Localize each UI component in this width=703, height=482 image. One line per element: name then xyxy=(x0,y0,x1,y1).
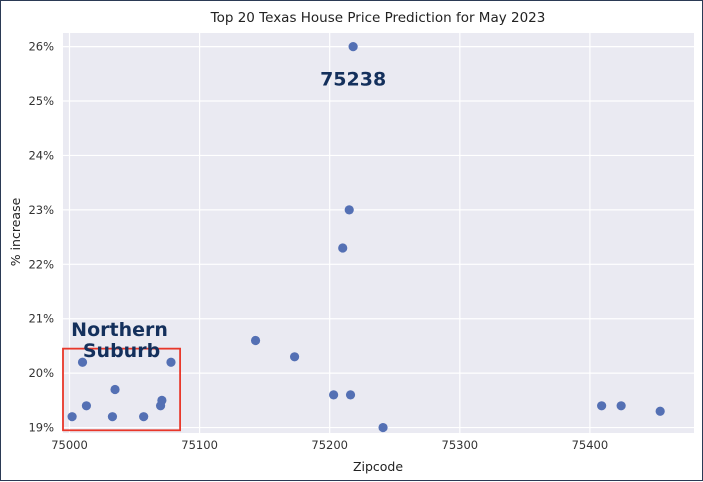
data-point xyxy=(344,205,354,215)
annotation-suburb: Suburb xyxy=(83,340,160,362)
x-tick-label: 75300 xyxy=(442,438,479,452)
x-tick-label: 75400 xyxy=(572,438,609,452)
data-point xyxy=(81,401,92,411)
data-point xyxy=(597,401,607,411)
data-points xyxy=(67,42,665,433)
annotation-75238: 75238 xyxy=(320,68,386,90)
data-point xyxy=(166,357,176,367)
x-tick-label: 75000 xyxy=(51,438,88,452)
data-point xyxy=(655,406,665,416)
plot-area xyxy=(63,33,694,433)
y-tick-label: 24% xyxy=(28,148,54,162)
y-axis-label: % increase xyxy=(8,197,23,266)
data-point xyxy=(77,357,88,367)
y-tick-label: 20% xyxy=(28,366,54,380)
northern-suburb-highlight-box xyxy=(62,347,181,432)
data-point xyxy=(345,390,356,400)
data-point xyxy=(107,412,118,422)
x-axis-label: Zipcode xyxy=(353,459,403,474)
grid-lines xyxy=(63,33,694,433)
data-point xyxy=(329,390,339,400)
annotation-northern: Northern xyxy=(71,319,168,341)
chart-title: Top 20 Texas House Price Prediction for … xyxy=(210,10,546,26)
data-point xyxy=(250,335,261,346)
x-tick-label: 75200 xyxy=(311,438,348,452)
x-tick-label: 75100 xyxy=(181,438,218,452)
data-point xyxy=(338,243,348,253)
tick-labels: 75000 75100 75200 75300 75400 19% 20% 21% 22% 23%… xyxy=(28,40,608,452)
data-point xyxy=(67,412,77,422)
data-point xyxy=(616,401,626,411)
y-tick-label: 22% xyxy=(28,257,54,271)
data-point xyxy=(110,384,120,395)
data-point xyxy=(348,42,358,52)
y-tick-label: 25% xyxy=(28,94,54,108)
data-point xyxy=(289,352,300,362)
y-tick-label: 21% xyxy=(28,312,54,326)
data-point xyxy=(378,422,388,433)
y-tick-label: 26% xyxy=(28,40,54,54)
y-tick-label: 23% xyxy=(28,203,54,217)
data-point xyxy=(139,412,149,422)
y-tick-label: 19% xyxy=(28,421,54,435)
data-point xyxy=(157,395,167,405)
